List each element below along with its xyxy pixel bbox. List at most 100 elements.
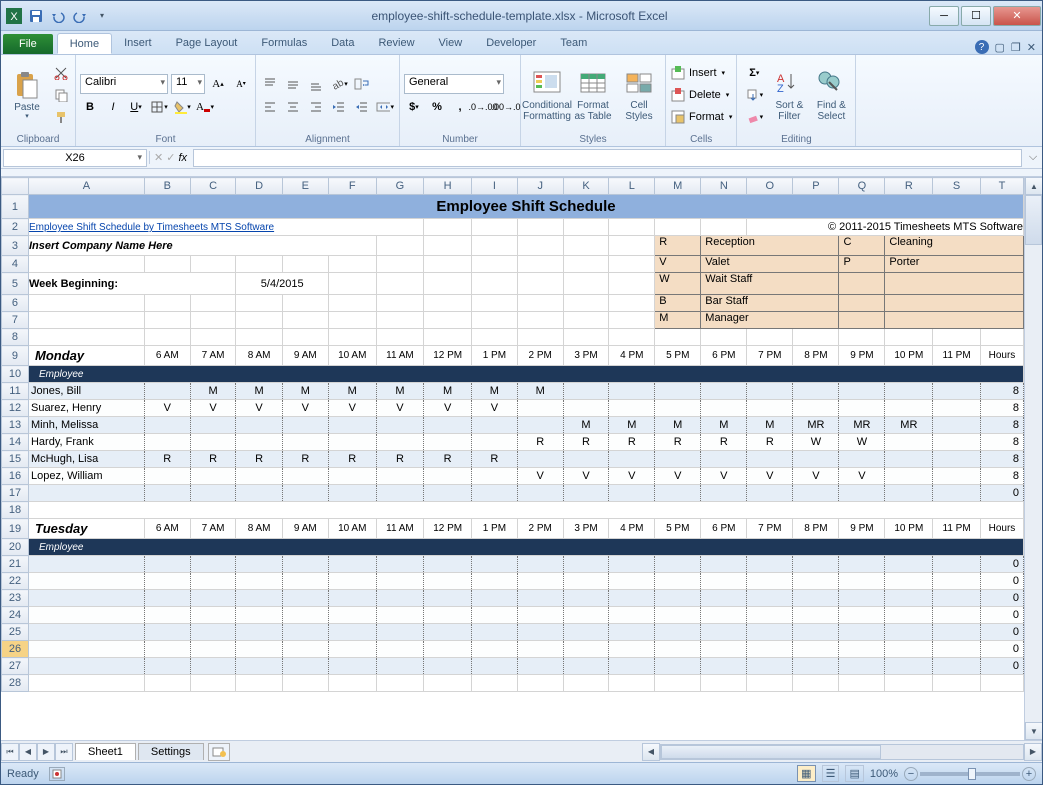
cell[interactable]: [655, 675, 701, 692]
sheet-nav-first-icon[interactable]: ⏮: [1, 743, 19, 761]
cell[interactable]: Hardy, Frank: [28, 434, 144, 451]
cell[interactable]: Insert Company Name Here: [28, 236, 376, 256]
cell[interactable]: [424, 641, 472, 658]
cell[interactable]: [471, 329, 517, 346]
cell[interactable]: Employee Shift Schedule: [28, 195, 1023, 219]
cell[interactable]: [236, 312, 282, 329]
cell[interactable]: [328, 256, 376, 273]
cell[interactable]: 0: [980, 658, 1023, 675]
cell[interactable]: [885, 573, 933, 590]
cell[interactable]: 1 PM: [471, 519, 517, 539]
cell[interactable]: M: [376, 383, 424, 400]
cell[interactable]: [609, 312, 655, 329]
cell[interactable]: [839, 624, 885, 641]
cell[interactable]: 8 AM: [236, 519, 282, 539]
cell[interactable]: [190, 434, 236, 451]
cell[interactable]: [376, 417, 424, 434]
cell[interactable]: [376, 641, 424, 658]
expand-formula-icon[interactable]: ⌵: [1024, 151, 1042, 164]
row-header-7[interactable]: 7: [2, 312, 29, 329]
row-header-9[interactable]: 9: [2, 346, 29, 366]
cell[interactable]: [655, 383, 701, 400]
cell[interactable]: M: [609, 417, 655, 434]
cell[interactable]: [839, 451, 885, 468]
cell[interactable]: V: [747, 468, 793, 485]
scroll-up-icon[interactable]: ▲: [1025, 177, 1042, 195]
cell[interactable]: [655, 451, 701, 468]
cell[interactable]: R: [563, 434, 609, 451]
cell[interactable]: [885, 485, 933, 502]
cell[interactable]: [236, 556, 282, 573]
col-header-H[interactable]: H: [424, 178, 472, 195]
cell[interactable]: R: [424, 451, 472, 468]
sort-filter-button[interactable]: AZSort & Filter: [769, 62, 809, 128]
cell[interactable]: V: [793, 468, 839, 485]
cell[interactable]: [328, 329, 376, 346]
row-header-21[interactable]: 21: [2, 556, 29, 573]
cell[interactable]: [190, 295, 236, 312]
italic-button[interactable]: I: [103, 97, 123, 117]
sheet-nav-next-icon[interactable]: ▶: [37, 743, 55, 761]
cell[interactable]: [885, 468, 933, 485]
cell[interactable]: [471, 256, 517, 273]
cell[interactable]: [144, 434, 190, 451]
cell[interactable]: [144, 312, 190, 329]
cell[interactable]: 8 PM: [793, 346, 839, 366]
scroll-thumb[interactable]: [1025, 195, 1042, 245]
cell[interactable]: [609, 607, 655, 624]
cell[interactable]: [563, 236, 609, 256]
cell[interactable]: [28, 556, 144, 573]
cell[interactable]: [747, 658, 793, 675]
cell[interactable]: [28, 312, 144, 329]
cell[interactable]: R: [236, 451, 282, 468]
cell[interactable]: V: [328, 400, 376, 417]
cell[interactable]: 6 AM: [144, 346, 190, 366]
cell[interactable]: [933, 675, 981, 692]
cell[interactable]: [282, 590, 328, 607]
cell[interactable]: [236, 607, 282, 624]
cell[interactable]: [424, 468, 472, 485]
legend-cell[interactable]: Reception: [701, 236, 839, 256]
cell[interactable]: V: [563, 468, 609, 485]
cell[interactable]: [747, 573, 793, 590]
cell[interactable]: [282, 468, 328, 485]
cell[interactable]: [376, 329, 424, 346]
cell[interactable]: [747, 624, 793, 641]
legend-cell[interactable]: Cleaning: [885, 236, 1024, 256]
cell[interactable]: 2 PM: [517, 519, 563, 539]
cell[interactable]: [376, 573, 424, 590]
cell[interactable]: 9 PM: [839, 346, 885, 366]
cell[interactable]: [563, 383, 609, 400]
cell[interactable]: [328, 273, 376, 295]
cell[interactable]: [517, 273, 563, 295]
scroll-down-icon[interactable]: ▼: [1025, 722, 1042, 740]
cell[interactable]: MR: [839, 417, 885, 434]
cell[interactable]: R: [517, 434, 563, 451]
view-normal-icon[interactable]: ▦: [797, 765, 815, 782]
cell[interactable]: [424, 485, 472, 502]
cell[interactable]: [517, 641, 563, 658]
cell[interactable]: [655, 624, 701, 641]
cell[interactable]: [793, 556, 839, 573]
cell[interactable]: 7 PM: [747, 346, 793, 366]
cell[interactable]: M: [328, 383, 376, 400]
cell[interactable]: [747, 556, 793, 573]
cell-styles-button[interactable]: Cell Styles: [617, 62, 661, 128]
cell[interactable]: M: [282, 383, 328, 400]
cell[interactable]: [885, 607, 933, 624]
cell[interactable]: 6 PM: [701, 346, 747, 366]
cell[interactable]: [236, 295, 282, 312]
cell[interactable]: [747, 485, 793, 502]
cell[interactable]: V: [376, 400, 424, 417]
cell[interactable]: [563, 556, 609, 573]
vertical-scrollbar[interactable]: ▲ ▼: [1024, 177, 1042, 740]
col-header-M[interactable]: M: [655, 178, 701, 195]
paste-button[interactable]: Paste▾: [5, 62, 49, 128]
cell[interactable]: [424, 607, 472, 624]
cell[interactable]: [144, 485, 190, 502]
find-select-button[interactable]: Find & Select: [811, 62, 851, 128]
legend-cell[interactable]: [885, 312, 1024, 329]
cell[interactable]: [609, 400, 655, 417]
cell[interactable]: 7 AM: [190, 519, 236, 539]
row-header-24[interactable]: 24: [2, 607, 29, 624]
